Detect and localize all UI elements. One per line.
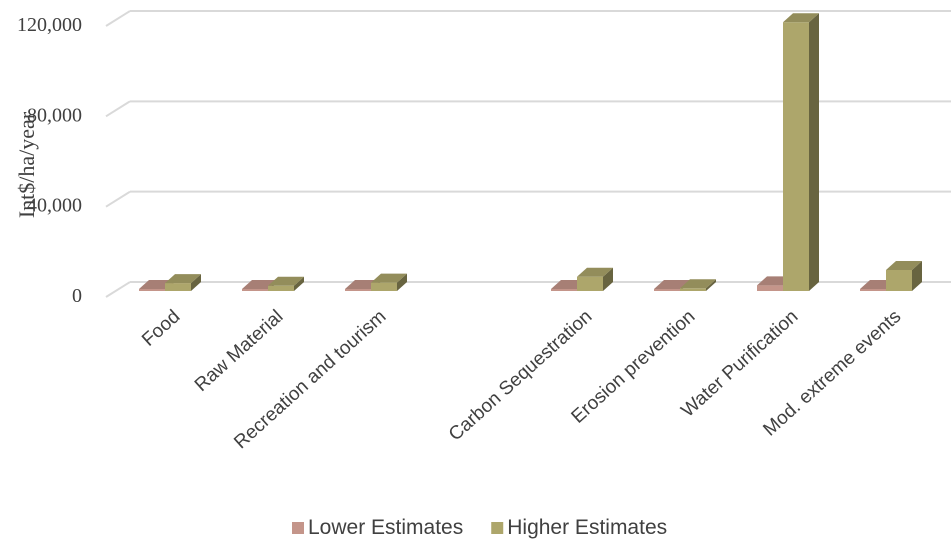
bar-side	[294, 276, 304, 291]
legend: Lower Estimates Higher Estimates	[292, 516, 667, 539]
bar	[680, 279, 716, 291]
legend-label: Lower Estimates	[308, 516, 463, 539]
legend-swatch	[491, 522, 504, 534]
bar-front	[139, 289, 165, 291]
gridline-side	[105, 281, 131, 298]
legend-item: Lower Estimates	[292, 516, 463, 539]
bar-top	[886, 260, 922, 270]
bar-top	[654, 280, 690, 289]
gridline-side	[105, 100, 131, 118]
bars	[139, 13, 922, 292]
bar-top	[165, 274, 201, 284]
bar-front	[345, 289, 371, 291]
y-tick-label: 0	[72, 285, 82, 307]
y-tick-label: 80,000	[27, 104, 82, 126]
bar	[165, 274, 201, 291]
legend-swatch	[292, 522, 304, 534]
bar-front	[268, 285, 294, 291]
bar-top	[268, 276, 304, 286]
bar-front	[577, 276, 603, 291]
bar	[268, 276, 304, 291]
bar-side	[809, 13, 819, 292]
bar-top	[783, 13, 819, 23]
y-axis-ticks: 0 40,000 80,000 120,000	[17, 14, 82, 307]
bar-front	[783, 22, 809, 292]
bar	[783, 13, 819, 292]
y-axis-title: Int$/ha/year	[14, 111, 39, 218]
category-label: Carbon Sequestration	[445, 306, 596, 445]
category-label: Food	[138, 306, 184, 351]
bar-side	[706, 279, 716, 291]
bar-front	[654, 289, 680, 291]
bar-front	[860, 289, 886, 291]
bar-front	[551, 289, 577, 291]
bar-front	[371, 282, 397, 291]
bar	[886, 260, 922, 291]
bar-side	[912, 260, 922, 291]
bar-front	[242, 289, 268, 291]
y-tick-label: 40,000	[27, 195, 82, 217]
gridline-side	[105, 190, 131, 208]
bar-side	[603, 267, 613, 291]
category-label: Raw Material	[191, 306, 287, 396]
bar-side	[397, 273, 407, 291]
bar-front	[165, 283, 191, 291]
bar-side	[191, 274, 201, 291]
bar-top	[680, 279, 716, 289]
y-tick-label: 120,000	[17, 14, 82, 36]
gridline-side	[105, 10, 131, 27]
bar-front	[757, 285, 783, 291]
legend-label: Higher Estimates	[507, 516, 667, 539]
bar-front	[886, 269, 912, 291]
legend-item: Higher Estimates	[491, 516, 667, 539]
bar	[577, 267, 613, 291]
bar-top	[577, 267, 613, 277]
bar	[371, 273, 407, 291]
bar-front	[680, 288, 706, 291]
gridlines	[105, 10, 951, 298]
bar-top	[371, 273, 407, 283]
